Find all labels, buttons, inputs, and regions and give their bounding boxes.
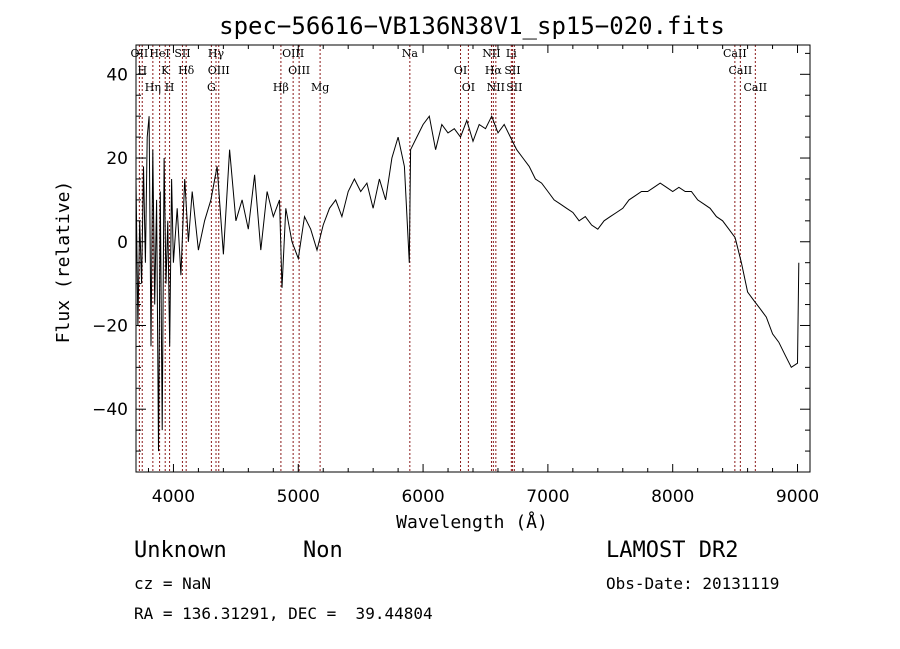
y-tick-label: −40: [92, 400, 128, 420]
subclass-label: Non: [303, 538, 343, 563]
spectral-line-label: Hγ: [208, 47, 225, 60]
coordinates-label: RA = 136.31291, DEC = 39.44804: [134, 604, 433, 623]
x-tick-label: 4000: [152, 487, 195, 507]
x-axis-label: Wavelength (Å): [396, 511, 548, 533]
spectral-line-labels: OIIHHηHeIKHSIIHδGHγOIIIHβOIIIOIIIMgNaOIO…: [131, 47, 768, 94]
spectral-line-label: OIII: [208, 64, 230, 77]
x-tick-label: 9000: [776, 487, 819, 507]
y-tick-label: 0: [117, 233, 128, 253]
spectral-line-label: SII: [506, 81, 522, 94]
spectral-line-label: Li: [506, 47, 517, 60]
y-tick-label: 40: [106, 65, 128, 85]
spectral-line-label: G: [207, 81, 216, 94]
spectral-line-label: NII: [487, 81, 505, 94]
spectrum-line: [135, 114, 800, 452]
spectral-line-label: OIII: [288, 64, 310, 77]
spectral-line-label: K: [161, 64, 170, 77]
chart-title: spec−56616−VB136N38V1_sp15−020.fits: [219, 12, 725, 40]
y-axis-label: Flux (relative): [53, 181, 74, 344]
obs-date-label: Obs-Date: 20131119: [606, 574, 780, 593]
plot-frame: [135, 44, 811, 473]
spectral-line-label: H: [137, 64, 147, 77]
classification-label: Unknown: [134, 538, 227, 563]
spectrum-series: [135, 114, 800, 452]
x-tick-label: 7000: [526, 487, 569, 507]
spectral-line-markers: [138, 45, 756, 472]
spectral-line-label: Hα: [485, 64, 503, 77]
y-tick-label: −20: [92, 316, 128, 336]
spectral-line-label: Hβ: [273, 81, 289, 94]
y-axis: −40 −20 0 20 40: [92, 52, 810, 452]
spectral-line-label: OI: [454, 64, 467, 77]
y-tick-label: 20: [106, 149, 128, 169]
spectral-line-label: Hη: [145, 81, 161, 94]
spectral-line-label: Na: [402, 47, 419, 60]
spectral-line-label: OI: [462, 81, 475, 94]
survey-label: LAMOST DR2: [606, 538, 739, 563]
x-tick-label: 6000: [401, 487, 444, 507]
x-tick-label: 8000: [651, 487, 694, 507]
x-tick-label: 5000: [277, 487, 320, 507]
spectral-line-label: H: [165, 81, 175, 94]
spectral-line-label: Mg: [311, 81, 329, 94]
spectral-line-label: NII: [482, 47, 500, 60]
spectral-line-label: Hδ: [178, 64, 195, 77]
spectral-line-label: CaII: [723, 47, 747, 60]
spectral-line-label: HeI: [149, 47, 169, 60]
spectral-line-label: OIII: [282, 47, 304, 60]
redshift-label: cz = NaN: [134, 574, 212, 593]
spectral-line-label: SII: [174, 47, 190, 60]
x-axis: 4000 5000 6000 7000 8000 9000: [147, 45, 819, 507]
spectral-line-label: CaII: [743, 81, 767, 94]
spectral-line-label: SII: [504, 64, 520, 77]
spectral-line-label: CaII: [729, 64, 753, 77]
